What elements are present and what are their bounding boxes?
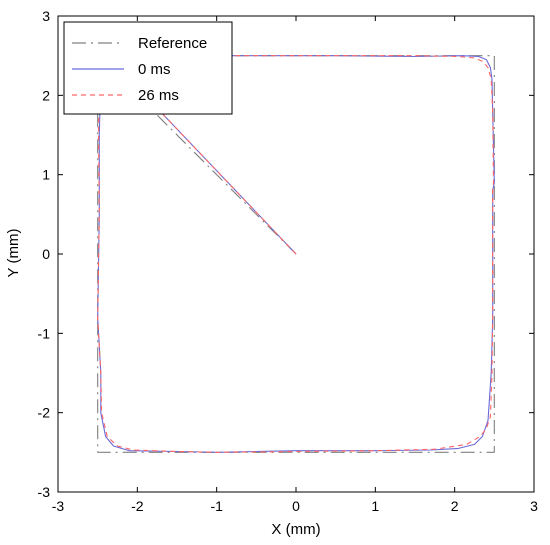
y-tick-label: 0 [42, 246, 50, 262]
y-tick-label: -1 [38, 325, 51, 341]
x-tick-label: 3 [530, 498, 538, 514]
x-tick-label: -1 [210, 498, 223, 514]
x-tick-label: -2 [131, 498, 144, 514]
series-line-2 [97, 55, 495, 453]
plot-area [97, 55, 495, 453]
y-tick-label: -3 [38, 484, 51, 500]
legend-label-2: 26 ms [138, 87, 179, 104]
x-tick-label: 2 [451, 498, 459, 514]
x-axis-label: X (mm) [271, 521, 320, 538]
legend-label-1: 0 ms [138, 61, 171, 78]
legend-box [63, 21, 233, 115]
y-axis-label: Y (mm) [5, 229, 22, 278]
y-tick-label: 1 [42, 167, 50, 183]
axes: -3 -2 -1 0 1 2 3 -3 -2 -1 0 1 2 3 [38, 8, 539, 514]
legend: Reference 0 ms 26 ms [63, 21, 233, 115]
x-tick-label: 0 [292, 498, 300, 514]
y-tick-label: 2 [42, 87, 50, 103]
legend-label-0: Reference [138, 35, 207, 52]
y-tick-label: 3 [42, 8, 50, 24]
x-tick-label: 1 [371, 498, 379, 514]
y-tick-label: -2 [38, 405, 51, 421]
x-tick-label: -3 [52, 498, 65, 514]
